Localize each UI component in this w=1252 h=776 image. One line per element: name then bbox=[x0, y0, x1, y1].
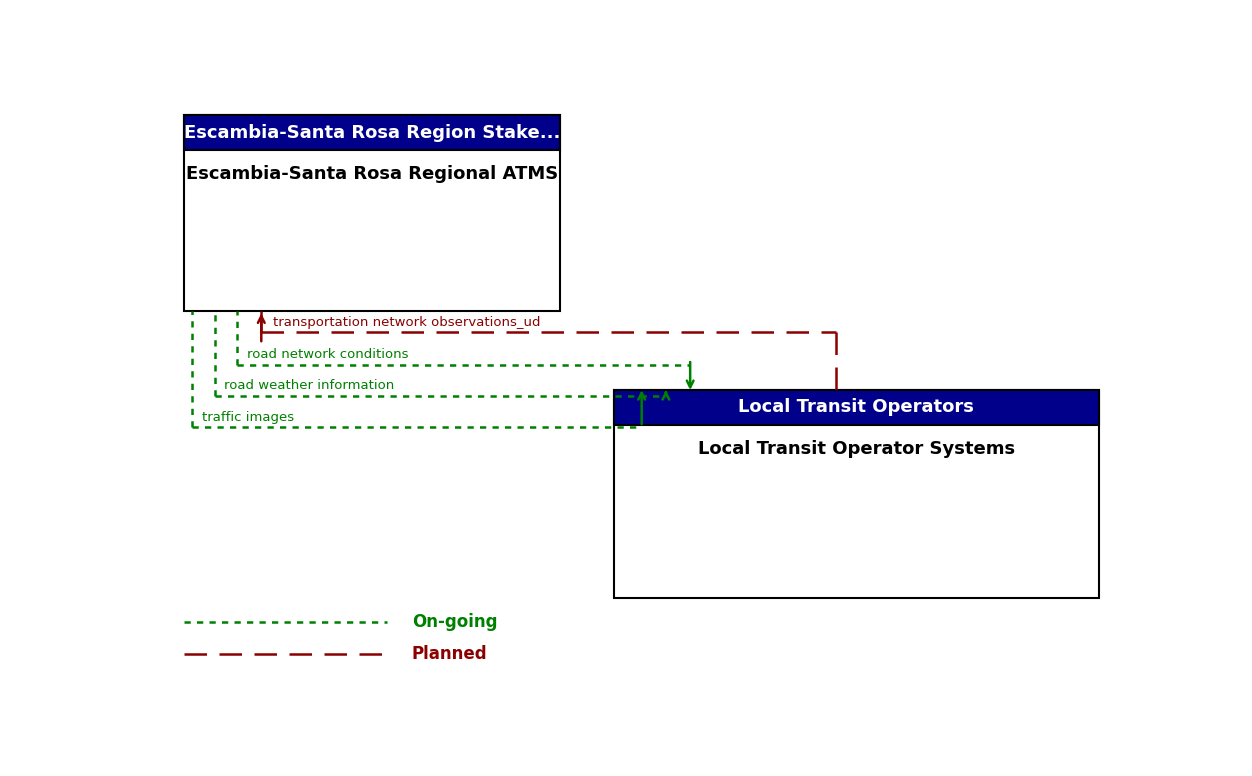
Text: Local Transit Operator Systems: Local Transit Operator Systems bbox=[697, 440, 1014, 458]
Text: On-going: On-going bbox=[412, 613, 497, 631]
Text: Planned: Planned bbox=[412, 645, 487, 663]
Text: traffic images: traffic images bbox=[202, 411, 294, 424]
Text: Escambia-Santa Rosa Region Stake...: Escambia-Santa Rosa Region Stake... bbox=[184, 123, 560, 141]
Text: transportation network observations_ud: transportation network observations_ud bbox=[273, 316, 541, 328]
Bar bbox=[613, 390, 1099, 424]
Text: road network conditions: road network conditions bbox=[247, 348, 408, 362]
Text: Local Transit Operators: Local Transit Operators bbox=[739, 398, 974, 417]
Bar bbox=[184, 115, 560, 150]
Bar bbox=[613, 390, 1099, 598]
Bar bbox=[184, 115, 560, 311]
Text: road weather information: road weather information bbox=[224, 379, 394, 393]
Text: Escambia-Santa Rosa Regional ATMS: Escambia-Santa Rosa Regional ATMS bbox=[185, 165, 558, 183]
